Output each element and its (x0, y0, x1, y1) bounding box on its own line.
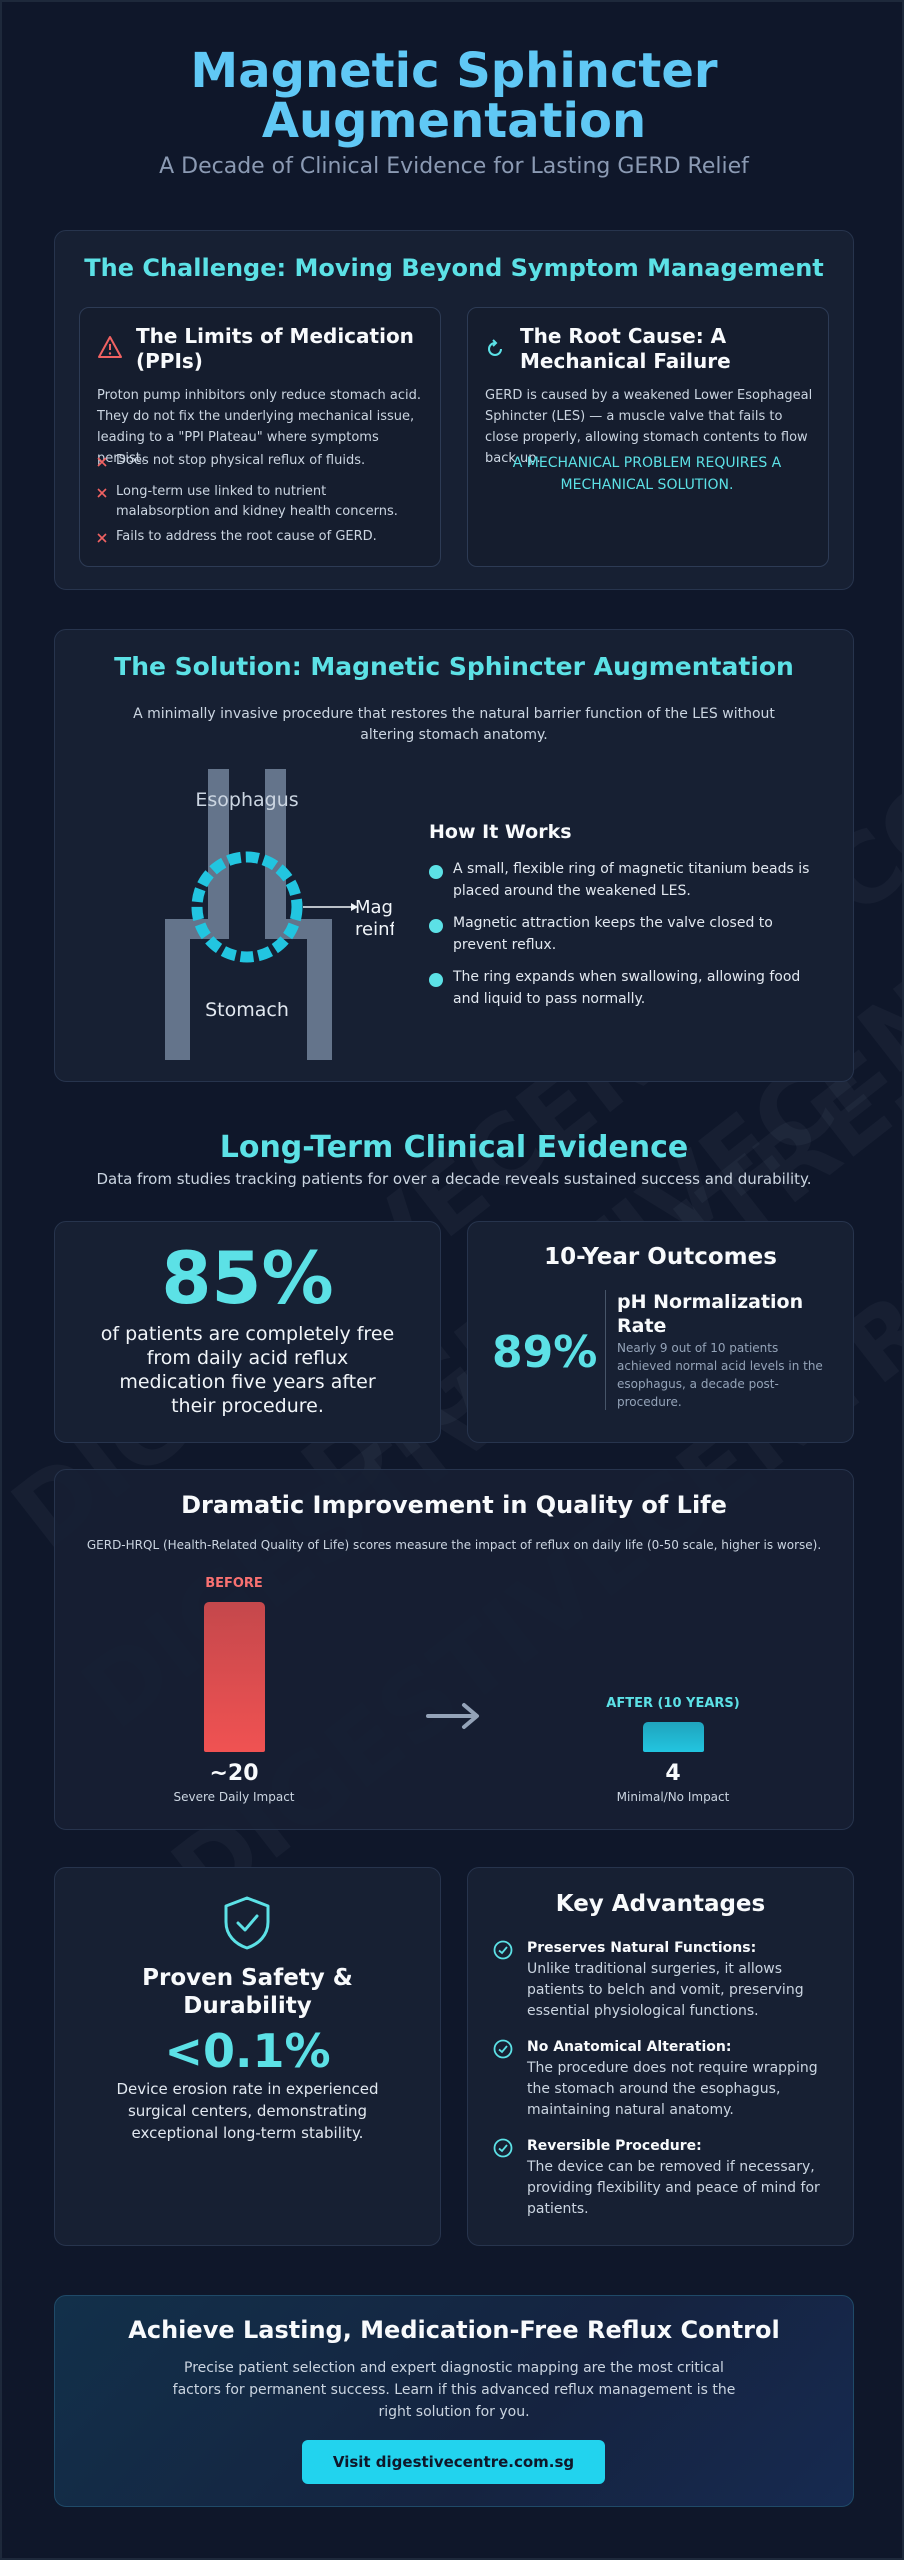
callout: A MECHANICAL PROBLEM REQUIRES A MECHANIC… (512, 455, 782, 493)
section-text: GERD-HRQL (Health-Related Quality of Lif… (86, 1538, 822, 1552)
cta-heading: Achieve Lasting, Medication-Free Reflux … (128, 2316, 780, 2344)
outcome-title: 10-Year Outcomes (544, 1244, 777, 1270)
check-icon (493, 2039, 513, 2059)
advantage-text: The device can be removed if necessary, … (527, 2159, 820, 2217)
check-icon (493, 2138, 513, 2158)
bar-category: BEFORE (205, 1576, 263, 1591)
quality-card (54, 1469, 854, 1830)
advantage: Preserves Natural Functions: Unlike tradi… (527, 1938, 832, 2022)
card-text: GERD is caused by a weakened Lower Esoph… (485, 388, 813, 466)
step: A small, flexible ring of magnetic titan… (453, 861, 810, 899)
medication-card (79, 307, 441, 567)
diagram-label: Esophagus (195, 789, 298, 811)
section-heading: The Challenge: Moving Beyond Symptom Man… (84, 254, 824, 282)
bar-caption: Severe Daily Impact (173, 1790, 295, 1804)
subtitle: A Decade of Clinical Evidence for Lastin… (159, 154, 749, 179)
advantage: No Anatomical Alteration: The procedure d… (527, 2037, 832, 2121)
diagram-label: Magnetic (355, 897, 394, 918)
section-heading: Long-Term Clinical Evidence (219, 1130, 689, 1165)
outcome-label: pH Normalization Rate (617, 1291, 804, 1337)
check-icon (493, 1940, 513, 1960)
card-title: The Root Cause: A Mechanical Failure (520, 324, 731, 373)
step: Magnetic attraction keeps the valve clos… (453, 915, 773, 953)
safety-text: Device erosion rate in experienced surgi… (116, 2080, 379, 2142)
cycle-icon (488, 339, 502, 356)
diagram-label: reinforcement (355, 919, 394, 940)
card-text: Proton pump inhibitors only reduce stoma… (97, 388, 421, 466)
title: Magnetic Sphincter Augmentation (2, 43, 902, 149)
shield-icon (224, 1896, 270, 1950)
root-cause-card (467, 307, 829, 567)
list-item: Fails to address the root cause of GERD. (116, 529, 377, 544)
advantage-text: Unlike traditional surgeries, it allows … (527, 1961, 804, 2019)
section-heading: Dramatic Improvement in Quality of Life (181, 1491, 727, 1519)
warning-icon (98, 336, 122, 358)
arrow (426, 1703, 479, 1729)
advantage-title: Reversible Procedure: (527, 2138, 702, 2154)
stat-text: of patients are completely free from dai… (100, 1323, 395, 1417)
section-text: A minimally invasive procedure that rest… (133, 706, 775, 743)
bullet (429, 865, 443, 879)
step: The ring expands when swallowing, allowi… (453, 969, 801, 1007)
diagram-label: Stomach (205, 999, 289, 1021)
bar-caption: Minimal/No Impact (616, 1790, 730, 1804)
how-title: How It Works (429, 821, 572, 843)
cta-button[interactable]: Visit digestivecentre.com.sg (302, 2440, 605, 2484)
stat-value: 85% (161, 1236, 334, 1320)
cross-icon (97, 457, 107, 467)
bar-value-label: 4 (665, 1761, 681, 1786)
advantages-title: Key Advantages (555, 1891, 766, 1917)
advantages-card (467, 1867, 854, 2246)
bar (203, 1602, 265, 1752)
divider (605, 1290, 606, 1410)
bullet (429, 919, 443, 933)
advantage-text: The procedure does not require wrapping … (527, 2060, 818, 2118)
outcome-value: 89% (492, 1327, 598, 1378)
safety-card (54, 1867, 441, 2246)
title-text: Magnetic Sphincter Augmentation (190, 43, 718, 149)
section-heading: The Solution: Magnetic Sphincter Augment… (114, 652, 794, 681)
outcome-text: Nearly 9 out of 10 patients achieved nor… (617, 1341, 823, 1409)
card-title: The Limits of Medication (PPIs) (136, 324, 414, 373)
list-item: Long-term use linked to nutrient malabso… (116, 484, 398, 519)
bar-value-label: ~20 (209, 1761, 259, 1786)
advantage-title: No Anatomical Alteration: (527, 2039, 732, 2055)
advantage: Reversible Procedure: The device can be r… (527, 2136, 832, 2220)
bar (642, 1722, 704, 1752)
bar-category: AFTER (10 YEARS) (606, 1696, 740, 1711)
section-text: Data from studies tracking patients for … (96, 1170, 812, 1188)
cta-text: Precise patient selection and expert dia… (172, 2360, 736, 2420)
advantage-title: Preserves Natural Functions: (527, 1940, 757, 1956)
stat-card (54, 1221, 441, 1443)
bullet (429, 973, 443, 987)
outcome-card (467, 1221, 854, 1443)
safety-title: Proven Safety & Durability (142, 1965, 353, 2019)
list-item: Does not stop physical reflux of fluids. (116, 453, 366, 468)
safety-value: <0.1% (164, 2024, 331, 2078)
les-diagram: Esophagus Stomach Magnetic reinforcement (165, 769, 394, 1060)
cross-icon (97, 533, 107, 543)
cross-icon (97, 488, 107, 498)
